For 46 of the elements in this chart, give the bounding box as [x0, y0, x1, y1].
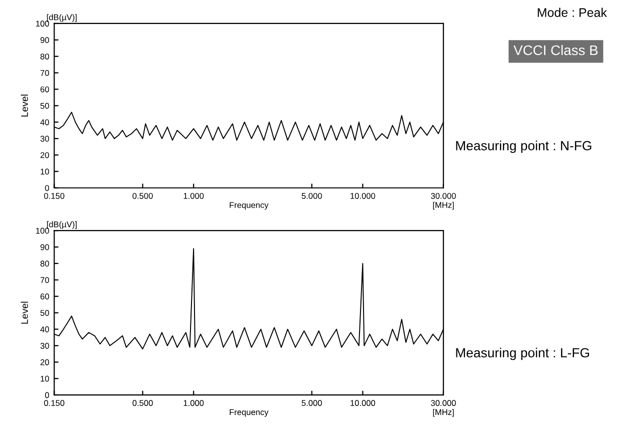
text: [dB(µV)] [47, 14, 77, 22]
text: VCCI Class B [514, 44, 598, 56]
x-tick-label: 0.500 [132, 192, 153, 199]
x-axis-title: Frequency [230, 409, 268, 417]
y-tick-label: 100 [36, 228, 50, 234]
text: [dB(µV)] [47, 221, 77, 229]
text: Mode : Peak [538, 8, 608, 17]
y-tick-label: 90 [40, 244, 50, 250]
text: Measuring point : L-FG [456, 348, 590, 360]
y-tick-label: 60 [40, 86, 50, 92]
y-tick-label: 80 [40, 260, 50, 267]
x-tick-label: 10.000 [350, 400, 376, 406]
y-tick-label: 40 [40, 119, 50, 126]
y-tick-label: 50 [40, 102, 50, 109]
x-axis-title: Frequency [230, 202, 268, 210]
y-tick-label: 20 [40, 359, 50, 366]
x-tick-label: 1.000 [184, 192, 204, 199]
y-tick-label: 30 [40, 342, 50, 349]
x-tick-label: 30.000 [430, 192, 456, 199]
x-tick-label: 0.150 [44, 192, 64, 199]
y-tick-label: 0 [45, 185, 50, 191]
y-tick-label: 30 [40, 136, 50, 142]
y-tick-label: 80 [40, 54, 50, 60]
y-tick-label: 40 [40, 326, 50, 332]
y-tick-label: 20 [40, 152, 50, 158]
x-tick-label: 0.500 [132, 400, 153, 406]
x-tick-label: 10.000 [350, 192, 376, 199]
y-tick-label: 100 [36, 20, 50, 27]
x-tick-label: 5.000 [302, 400, 322, 406]
text: Measuring point : N-FG [456, 140, 592, 153]
y-tick-label: 50 [40, 310, 50, 316]
y-tick-label: 10 [40, 168, 50, 175]
x-tick-label: 5.000 [302, 192, 322, 199]
y-tick-label: 60 [40, 294, 50, 300]
y-tick-label: 70 [40, 277, 50, 283]
y-tick-label: 10 [40, 376, 50, 382]
y-tick-label: 90 [40, 37, 50, 44]
text: [MHz] [433, 408, 454, 417]
y-axis-title: Level [20, 94, 28, 117]
x-tick-label: 1.000 [184, 400, 204, 406]
y-tick-label: 0 [45, 392, 50, 398]
text: [MHz] [433, 202, 454, 210]
y-axis-title: Level [20, 302, 28, 324]
x-tick-label: 0.150 [44, 400, 64, 406]
x-tick-label: 30.000 [430, 400, 456, 406]
y-tick-label: 70 [40, 70, 50, 76]
